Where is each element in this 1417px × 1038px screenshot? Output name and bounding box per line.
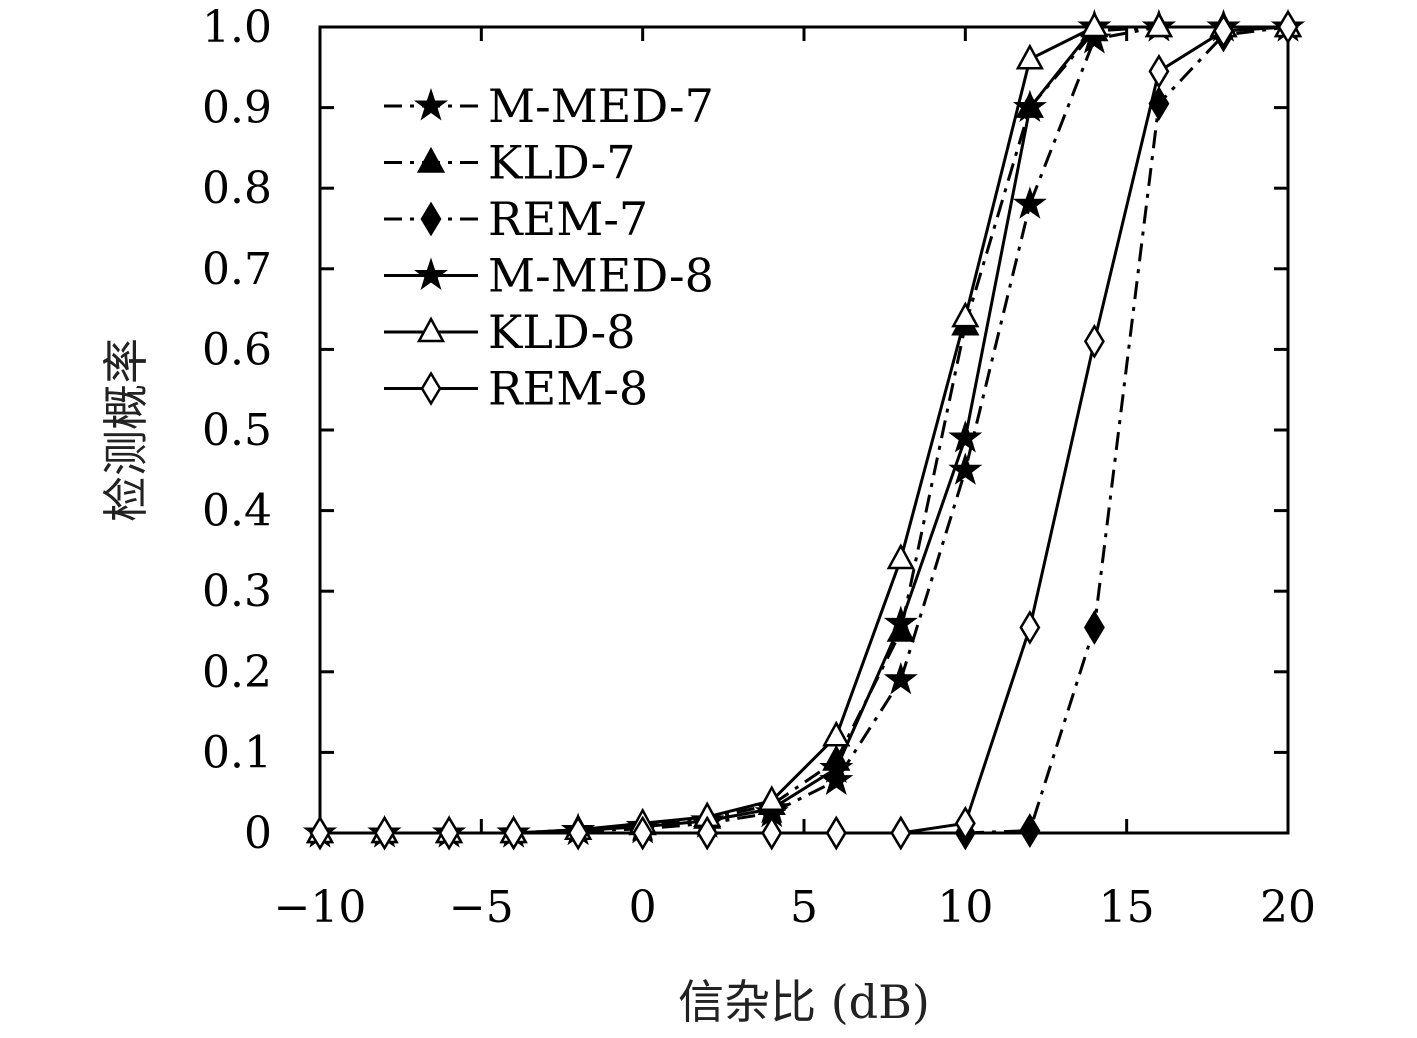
series-M-MED-8 — [302, 9, 1306, 848]
x-tick-label: 5 — [790, 882, 818, 933]
x-tick-label: −5 — [449, 882, 514, 933]
legend-label: REM-7 — [488, 192, 648, 246]
y-tick-label: 0.8 — [202, 163, 272, 214]
data-point — [886, 543, 915, 570]
data-point — [567, 815, 589, 851]
series-KLD-7 — [305, 11, 1303, 844]
plot-frame — [318, 25, 1290, 835]
series-REM-8 — [309, 9, 1299, 851]
data-point — [1144, 11, 1174, 38]
data-point — [948, 420, 983, 453]
x-tick-label: 20 — [1260, 882, 1316, 933]
y-tick-label: 0 — [244, 808, 272, 859]
legend-marker — [420, 201, 442, 237]
data-point — [1083, 323, 1105, 359]
legend-label: M-MED-7 — [488, 79, 714, 133]
legend-marker — [416, 316, 446, 343]
data-point — [696, 815, 718, 851]
data-point — [890, 815, 912, 851]
data-point — [1213, 13, 1234, 49]
legend-entry: KLD-8 — [384, 305, 635, 359]
series-M-MED-7 — [302, 9, 1306, 848]
data-point — [1083, 610, 1105, 645]
data-point — [883, 661, 918, 695]
x-tick-label: −10 — [274, 882, 367, 933]
series-line — [320, 25, 1289, 835]
series-line — [320, 25, 1288, 835]
y-tick-label: 0.3 — [202, 566, 272, 617]
y-tick-label: 0.2 — [202, 647, 272, 698]
data-point — [825, 815, 847, 851]
x-axis-title: 信杂比 (dB) — [678, 975, 930, 1029]
legend-entry: M-MED-8 — [384, 249, 714, 303]
y-tick-label: 0.9 — [202, 83, 272, 134]
data-point — [1012, 186, 1047, 219]
data-point — [954, 805, 976, 841]
data-point — [1277, 9, 1299, 45]
legend-marker — [420, 371, 442, 406]
legend-label: M-MED-8 — [488, 249, 714, 303]
data-point — [822, 720, 851, 747]
data-point — [761, 815, 783, 851]
y-tick-label: 0.7 — [202, 244, 272, 295]
data-point — [309, 815, 331, 851]
legend-entry: KLD-7 — [384, 136, 635, 190]
data-point — [1015, 43, 1044, 70]
legend-marker — [413, 88, 449, 121]
legend-marker — [413, 257, 449, 290]
x-tick-label: 10 — [937, 882, 993, 933]
series-line — [320, 25, 1289, 835]
y-tick-label: 0.1 — [202, 727, 272, 778]
x-tick-label: 15 — [1099, 882, 1155, 933]
legend-marker — [416, 146, 446, 173]
data-point — [632, 815, 654, 851]
legend-label: REM-8 — [488, 362, 648, 416]
data-point — [883, 605, 918, 638]
y-axis-title: 检测概率 — [99, 338, 153, 522]
axis-ticks: −10 −5 0 5 10 15 20 0 0.1 0.2 0.3 0.4 0.5 0.6 0.7 0.8 0.… — [202, 2, 1316, 933]
data-point — [951, 301, 980, 328]
legend-entry: REM-8 — [384, 362, 648, 416]
series-line — [320, 25, 1288, 835]
data-point — [438, 815, 460, 851]
y-tick-label: 0.6 — [202, 324, 272, 375]
data-point — [1019, 813, 1041, 849]
series-line — [320, 25, 1288, 835]
legend-entry: M-MED-7 — [384, 79, 714, 133]
data-point — [374, 815, 395, 851]
data-point — [503, 815, 525, 851]
y-tick-label: 0.4 — [202, 486, 272, 537]
legend-label: KLD-8 — [488, 305, 635, 359]
data-point — [1148, 53, 1170, 89]
legend-label: KLD-7 — [488, 136, 635, 190]
series-line — [320, 25, 1288, 835]
series-REM-7 — [309, 9, 1299, 851]
legend-entry: REM-7 — [384, 192, 648, 246]
x-tick-label: 0 — [629, 882, 657, 933]
data-point — [1080, 11, 1109, 38]
y-tick-label: 1.0 — [202, 2, 272, 53]
y-tick-label: 0.5 — [202, 405, 272, 456]
data-point — [819, 750, 854, 783]
series-KLD-8 — [305, 11, 1303, 844]
series-layer — [302, 9, 1306, 851]
data-point — [1019, 610, 1041, 645]
data-point — [757, 785, 786, 812]
